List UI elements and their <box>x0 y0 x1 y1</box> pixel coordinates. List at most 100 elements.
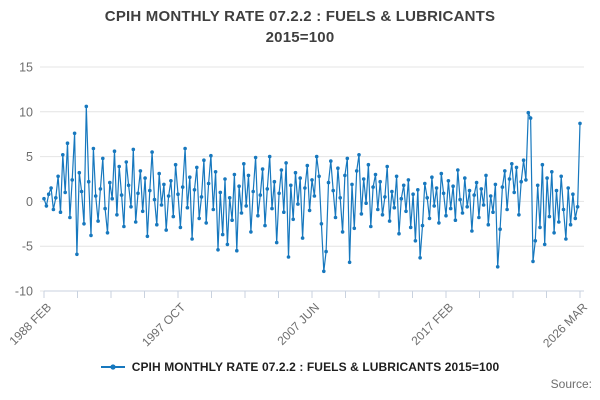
series-point <box>178 225 183 230</box>
series-point <box>458 197 462 202</box>
series-point <box>460 211 465 215</box>
series-point <box>239 211 244 215</box>
series-point <box>289 183 293 188</box>
legend-item-cpih[interactable]: CPIH MONTHLY RATE 07.2.2 : FUELS & LUBRI… <box>100 360 500 374</box>
series-point <box>472 193 477 197</box>
series-point <box>397 231 401 236</box>
y-tick-label: 5 <box>26 150 33 164</box>
series-point <box>404 209 408 214</box>
series-point <box>432 204 437 208</box>
series-point <box>133 220 138 224</box>
series-point <box>197 216 201 221</box>
series-point <box>61 153 65 157</box>
series-point <box>143 176 147 180</box>
series-point <box>70 178 74 182</box>
series-point <box>65 141 70 145</box>
series-point <box>42 196 46 201</box>
series-point <box>122 224 126 229</box>
series-point <box>324 249 328 254</box>
series-point <box>195 165 199 170</box>
series-point <box>253 155 258 160</box>
series-point <box>46 192 51 196</box>
series-point <box>77 170 82 175</box>
series-point <box>51 207 56 212</box>
chart-title-line1: CPIH MONTHLY RATE 07.2.2 : FUELS & LUBRI… <box>104 8 496 25</box>
series-cpih[interactable] <box>42 104 582 274</box>
series-point <box>557 220 561 224</box>
series-point <box>199 195 204 199</box>
series-point <box>213 170 218 174</box>
legend-label: CPIH MONTHLY RATE 07.2.2 : FUELS & LUBRI… <box>131 360 500 374</box>
series-point <box>521 158 526 162</box>
series-point <box>126 183 131 188</box>
series-point <box>148 188 152 193</box>
series-point <box>284 161 288 165</box>
series-point <box>235 248 239 253</box>
series-point <box>136 191 140 196</box>
series-point <box>263 223 267 228</box>
series-point <box>542 242 547 247</box>
series-point <box>282 210 286 214</box>
series-point <box>540 162 545 167</box>
series-point <box>112 149 117 153</box>
series-legend-marker-icon <box>100 364 125 370</box>
series-point <box>317 174 321 179</box>
series-point <box>190 237 194 241</box>
series-point <box>336 166 340 170</box>
series-point <box>249 230 253 234</box>
series-point <box>220 232 225 237</box>
series-point <box>514 165 519 170</box>
legend: CPIH MONTHLY RATE 07.2.2 : FUELS & LUBRI… <box>0 360 600 374</box>
series-point <box>244 204 248 208</box>
series-point <box>430 175 434 179</box>
series-point <box>340 230 345 234</box>
series-point <box>488 194 493 198</box>
series-point <box>561 207 566 212</box>
series-point <box>110 196 114 201</box>
series-point <box>547 214 552 219</box>
series-point <box>159 203 164 207</box>
series-point <box>54 196 58 200</box>
series-point <box>338 196 343 200</box>
series-point <box>206 181 211 186</box>
series-point <box>314 154 319 159</box>
series-point <box>413 239 418 243</box>
series-point <box>373 172 378 177</box>
series-point <box>202 158 206 162</box>
series-point <box>293 170 298 175</box>
series-point <box>427 216 432 221</box>
series-point <box>286 255 291 259</box>
series-point <box>343 173 347 178</box>
series-point <box>359 212 364 216</box>
series-point <box>528 116 533 120</box>
series-point <box>399 196 404 201</box>
series-point <box>434 186 439 190</box>
series-point <box>300 236 305 240</box>
series-point <box>251 189 255 194</box>
series-point <box>425 196 430 200</box>
series-point <box>176 192 180 196</box>
series-point <box>498 227 502 231</box>
series-point <box>554 188 559 193</box>
series-point <box>519 179 523 184</box>
series-point <box>63 190 67 195</box>
series-point <box>467 188 472 193</box>
series-point <box>575 205 580 209</box>
series-point <box>211 207 216 212</box>
series-point <box>333 215 338 220</box>
series-point <box>573 216 578 221</box>
series-point <box>192 188 197 192</box>
series-point <box>390 189 394 194</box>
series-point <box>512 190 516 195</box>
series-point <box>96 219 100 223</box>
series-point <box>91 146 96 151</box>
series-point <box>242 162 246 166</box>
series-point <box>361 177 366 181</box>
x-tick-label: 1988 FEB <box>6 300 54 348</box>
series-point <box>307 208 312 213</box>
series-point <box>230 218 234 222</box>
x-tick-label: 2026 MAR <box>540 300 590 350</box>
series-point <box>322 269 326 274</box>
